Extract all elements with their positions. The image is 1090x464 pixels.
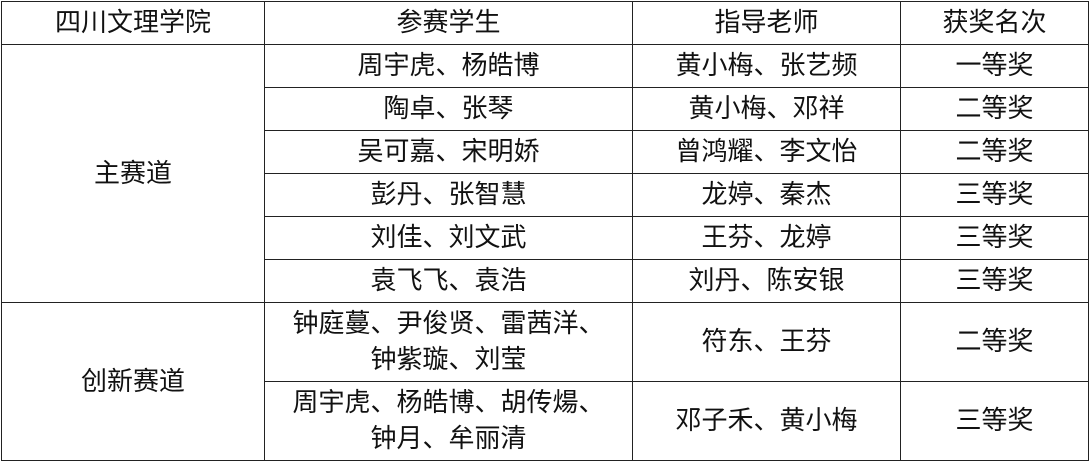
- header-row: 四川文理学院 参赛学生 指导老师 获奖名次: [1, 1, 1089, 45]
- advisors-cell: 符东、王芬: [632, 302, 901, 382]
- award-cell: 一等奖: [900, 44, 1089, 88]
- header-advisors: 指导老师: [632, 1, 901, 45]
- track-cell: 创新赛道: [1, 302, 265, 461]
- award-cell: 二等奖: [900, 130, 1089, 174]
- track-cell: 主赛道: [1, 44, 265, 303]
- table-row: 周宇虎、杨皓博、胡传煬、 钟月、牟丽清 邓子禾、黄小梅 三等奖: [2, 381, 1089, 461]
- header-school: 四川文理学院: [1, 1, 265, 45]
- header-students: 参赛学生: [264, 1, 633, 45]
- students-line: 钟庭蔓、尹俊贤、雷茜洋、: [292, 309, 605, 339]
- advisors-cell: 王芬、龙婷: [632, 216, 901, 260]
- award-cell: 三等奖: [900, 216, 1089, 260]
- students-cell: 周宇虎、杨皓博: [264, 44, 633, 88]
- students-line: 周宇虎、杨皓博、胡传煬、: [292, 388, 605, 418]
- award-cell: 二等奖: [900, 302, 1089, 382]
- students-cell: 陶卓、张琴: [264, 87, 633, 131]
- advisors-cell: 刘丹、陈安银: [632, 259, 901, 303]
- table-row: 陶卓、张琴 黄小梅、邓祥 二等奖: [2, 87, 1089, 131]
- advisors-cell: 黄小梅、张艺频: [632, 44, 901, 88]
- table-row: 袁飞飞、袁浩 刘丹、陈安银 三等奖: [2, 259, 1089, 303]
- table-row: 创新赛道 钟庭蔓、尹俊贤、雷茜洋、 钟紫璇、刘莹 符东、王芬 二等奖: [1, 302, 1089, 461]
- table-row: 主赛道 周宇虎、杨皓博 黄小梅、张艺频 一等奖: [1, 44, 1089, 303]
- advisors-cell: 龙婷、秦杰: [632, 173, 901, 217]
- award-cell: 二等奖: [900, 87, 1089, 131]
- table-row: 刘佳、刘文武 王芬、龙婷 三等奖: [2, 216, 1089, 260]
- students-cell: 钟庭蔓、尹俊贤、雷茜洋、 钟紫璇、刘莹: [264, 302, 633, 382]
- students-line: 钟月、牟丽清: [370, 424, 527, 454]
- students-line: 钟紫璇、刘莹: [370, 345, 527, 375]
- advisors-cell: 曾鸿耀、李文怡: [632, 130, 901, 174]
- students-cell: 周宇虎、杨皓博、胡传煬、 钟月、牟丽清: [264, 381, 633, 461]
- advisors-cell: 黄小梅、邓祥: [632, 87, 901, 131]
- advisors-cell: 邓子禾、黄小梅: [632, 381, 901, 461]
- students-cell: 彭丹、张智慧: [264, 173, 633, 217]
- award-cell: 三等奖: [900, 381, 1089, 461]
- students-cell: 刘佳、刘文武: [264, 216, 633, 260]
- students-cell: 吴可嘉、宋明娇: [264, 130, 633, 174]
- students-cell: 袁飞飞、袁浩: [264, 259, 633, 303]
- award-cell: 三等奖: [900, 173, 1089, 217]
- header-award: 获奖名次: [900, 1, 1089, 45]
- award-cell: 三等奖: [900, 259, 1089, 303]
